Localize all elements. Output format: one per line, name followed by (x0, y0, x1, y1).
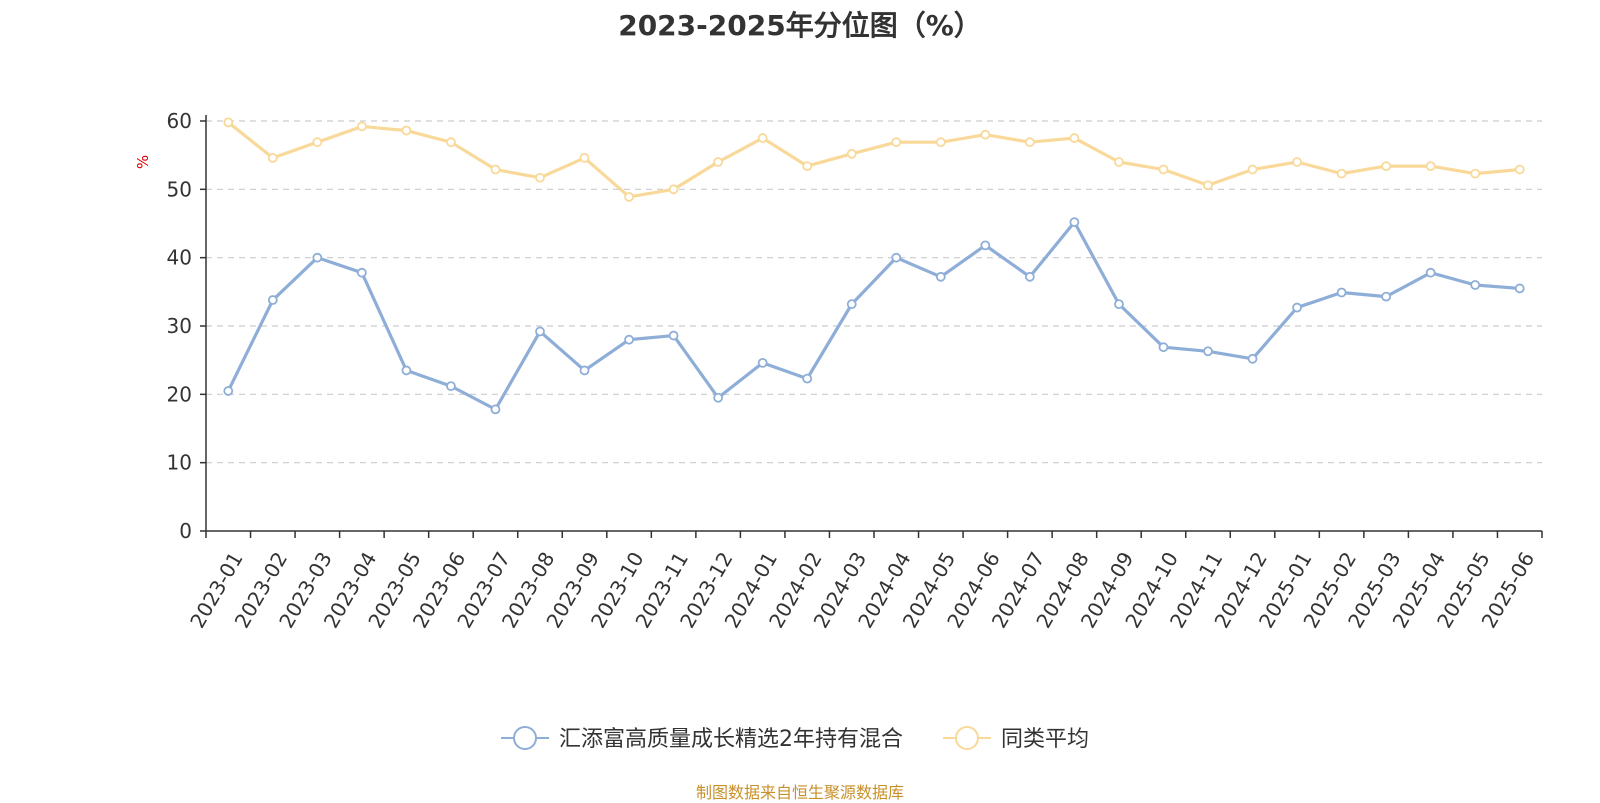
chart-title: 2023-2025年分位图（%） (618, 9, 982, 42)
series-line (226, 220, 1522, 411)
data-point (1024, 137, 1035, 148)
data-point (1203, 180, 1213, 191)
series-2 (223, 117, 1525, 202)
data-point (1292, 157, 1302, 167)
data-source-note: 制图数据来自恒生聚源数据库 (695, 783, 904, 802)
data-point (446, 137, 456, 148)
data-point (490, 404, 501, 415)
data-point (846, 299, 857, 310)
data-point (1158, 164, 1169, 175)
data-point (757, 133, 768, 143)
data-point (1470, 280, 1481, 290)
y-tick-label: 30 (167, 314, 192, 338)
data-point (668, 330, 679, 341)
data-point (757, 357, 768, 368)
data-point (802, 373, 813, 384)
data-point (713, 157, 724, 167)
data-point (1069, 217, 1080, 228)
y-tick-label: 10 (167, 451, 192, 475)
series-line (226, 120, 1522, 199)
data-point (668, 184, 679, 195)
data-point (579, 152, 590, 163)
data-point (446, 381, 456, 392)
x-axis-ticks: 2023-012023-022023-032023-042023-052023-… (185, 531, 1543, 632)
legend[interactable]: 汇添富高质量成长精选2年持有混合 同类平均 (501, 726, 1089, 752)
data-point (267, 295, 278, 305)
data-point (1381, 291, 1392, 302)
data-point (401, 365, 412, 376)
data-point (1514, 164, 1525, 175)
series-1 (223, 217, 1525, 415)
data-point (490, 164, 501, 175)
y-tick-label: 60 (167, 109, 192, 133)
data-point (1336, 168, 1347, 179)
legend-item-1[interactable]: 汇添富高质量成长精选2年持有混合 (501, 726, 903, 752)
y-axis-unit: % (134, 155, 152, 169)
data-point (1470, 168, 1481, 179)
data-point (267, 152, 278, 163)
data-point (223, 117, 234, 128)
data-point (312, 252, 323, 263)
data-point (356, 121, 367, 132)
data-point (935, 137, 946, 148)
y-tick-label: 40 (167, 246, 192, 270)
data-point (1381, 161, 1392, 172)
y-tick-label: 0 (179, 519, 192, 543)
legend-marker-icon (513, 726, 537, 750)
data-point (1024, 271, 1035, 282)
data-point (846, 148, 857, 159)
data-point (1203, 346, 1213, 357)
data-point (1158, 342, 1169, 353)
data-point (935, 271, 946, 282)
data-point (356, 267, 367, 278)
data-point (802, 161, 813, 172)
grid-lines (206, 120, 1542, 464)
data-point (1425, 161, 1436, 172)
data-point (1514, 283, 1525, 294)
data-point (624, 191, 634, 202)
data-point (713, 392, 724, 403)
data-point (891, 252, 902, 263)
data-point (223, 386, 234, 396)
data-point (1114, 157, 1124, 167)
data-point (1247, 353, 1258, 364)
y-tick-label: 50 (167, 177, 192, 201)
legend-marker-icon (955, 726, 979, 750)
data-point (1069, 133, 1080, 143)
data-point (624, 334, 634, 345)
legend-label: 汇添富高质量成长精选2年持有混合 (559, 727, 903, 752)
data-point (401, 125, 412, 136)
data-point (980, 240, 991, 251)
data-point (1114, 299, 1124, 310)
data-point (1247, 164, 1258, 175)
y-axis-ticks: 0 10 20 30 40 50 60 (167, 109, 206, 543)
data-point (1336, 287, 1347, 298)
y-tick-label: 20 (167, 382, 192, 406)
data-point (1292, 302, 1302, 313)
data-point (579, 365, 590, 376)
data-point (980, 129, 991, 140)
legend-label: 同类平均 (1001, 727, 1089, 752)
series-group (223, 117, 1525, 415)
data-point (535, 326, 545, 337)
data-point (312, 137, 323, 148)
legend-item-2[interactable]: 同类平均 (943, 726, 1089, 752)
data-point (891, 137, 902, 148)
data-point (535, 172, 545, 183)
data-point (1425, 267, 1436, 278)
